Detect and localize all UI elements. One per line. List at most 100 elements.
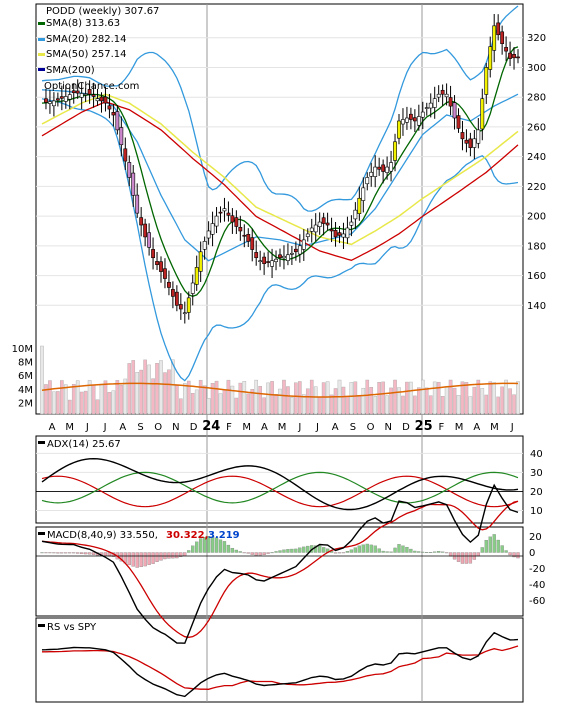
price-legend: PODD (weekly) 307.67 SMA(8) 313.63 SMA(2…	[38, 6, 159, 92]
candle-body	[214, 215, 219, 227]
volume-bar	[333, 388, 338, 415]
adx-tick-label: 20	[530, 487, 543, 498]
volume-bar	[369, 387, 374, 415]
macd-histogram-bar	[294, 548, 298, 553]
volume-bar	[488, 381, 493, 415]
candle-body	[377, 166, 382, 170]
candle-body	[436, 93, 441, 98]
volume-bar	[87, 380, 92, 415]
candle-body	[278, 254, 282, 259]
volume-bar	[40, 345, 44, 415]
rs-title: RS vs SPY	[47, 622, 97, 633]
candle-body	[174, 291, 179, 306]
volume-bar	[190, 393, 195, 415]
candle-body	[75, 90, 80, 94]
adx-tick-label: 30	[530, 468, 543, 479]
candle-body	[123, 148, 128, 162]
x-tick-label: D	[402, 422, 410, 433]
candle-body	[51, 100, 56, 107]
candle-body	[464, 139, 469, 144]
macd-histogram-bar	[409, 548, 413, 553]
macd-histogram-bar	[353, 547, 358, 553]
candle-body	[266, 261, 271, 263]
macd-histogram-bar	[274, 551, 278, 553]
macd-tick-label: -60	[529, 596, 545, 607]
volume-bar	[317, 396, 322, 415]
macd-histogram-bar	[282, 549, 286, 553]
macd-histogram-bar	[480, 547, 484, 553]
candle-body	[440, 89, 445, 95]
macd-histogram-bar	[127, 552, 131, 566]
price-tick-label: 240	[527, 152, 546, 163]
macd-histogram-bar	[91, 552, 96, 555]
volume-bar	[246, 393, 251, 415]
macd-tick-label: 0	[529, 548, 535, 559]
candle-body	[127, 162, 132, 178]
volume-bar	[417, 387, 421, 415]
candle-body	[349, 221, 354, 226]
candle-body	[333, 230, 338, 238]
volume-bar	[329, 394, 334, 415]
volume-bar	[278, 388, 282, 415]
macd-histogram-bar	[413, 550, 417, 553]
candle-body	[178, 304, 183, 310]
volume-bar	[452, 387, 457, 415]
macd-histogram-bar	[361, 544, 365, 553]
volume-bar	[75, 380, 80, 415]
price-panel	[35, 3, 524, 415]
candle-body	[397, 120, 401, 139]
candle-body	[401, 119, 405, 125]
candle-body	[321, 217, 326, 224]
macd-histogram-bar	[40, 552, 44, 554]
volume-bar	[421, 379, 425, 415]
volume-bar	[258, 386, 262, 415]
x-tick-label: S	[350, 422, 356, 433]
volume-bar	[325, 381, 330, 415]
x-tick-label: A	[473, 422, 480, 433]
price-chart-title: PODD (weekly) 307.67	[46, 6, 159, 17]
candle-body	[424, 107, 429, 109]
candle-body	[95, 98, 100, 102]
volume-bar	[424, 387, 429, 415]
candle-body	[274, 258, 278, 263]
candle-body	[341, 233, 346, 238]
volume-bar	[472, 386, 477, 415]
macd-histogram-bar	[191, 545, 195, 553]
macd-histogram-bar	[64, 552, 68, 554]
volume-bar	[60, 380, 64, 415]
macd-histogram-bar	[195, 541, 199, 553]
candle-body	[452, 102, 457, 119]
volume-bar	[385, 395, 389, 415]
macd-histogram-bar	[298, 547, 302, 553]
macd-histogram-bar	[333, 552, 338, 554]
candle-body	[369, 171, 374, 177]
candle-body	[468, 138, 473, 149]
macd-histogram-bar	[56, 552, 60, 554]
macd-histogram-bar	[226, 544, 231, 553]
macd-histogram-bar	[357, 545, 361, 553]
macd-histogram-bar	[512, 552, 516, 558]
candle-body	[250, 237, 255, 250]
price-tick-label: 260	[527, 122, 546, 133]
volume-bar	[381, 381, 385, 415]
x-tick-label: M	[490, 422, 499, 433]
x-tick-label: N	[172, 422, 179, 433]
volume-bar	[401, 395, 405, 415]
volume-bar	[186, 380, 191, 415]
macd-histogram-bar	[318, 545, 322, 553]
x-tick-label: M	[242, 422, 251, 433]
candle-body	[99, 96, 104, 102]
macd-histogram-bar	[270, 552, 274, 554]
candle-body	[405, 117, 409, 123]
candle-body	[365, 177, 370, 185]
macd-histogram-bar	[103, 552, 108, 557]
volume-bar	[71, 384, 76, 415]
volume-bar	[254, 379, 259, 415]
macd-signal-value: 30.322,	[166, 530, 208, 541]
candle-body	[63, 96, 68, 102]
legend-swatch-sma50	[38, 53, 45, 56]
macd-histogram-bar	[421, 551, 425, 553]
macd-histogram-bar	[302, 546, 306, 553]
candle-body	[496, 22, 501, 36]
volume-bar	[143, 359, 147, 415]
